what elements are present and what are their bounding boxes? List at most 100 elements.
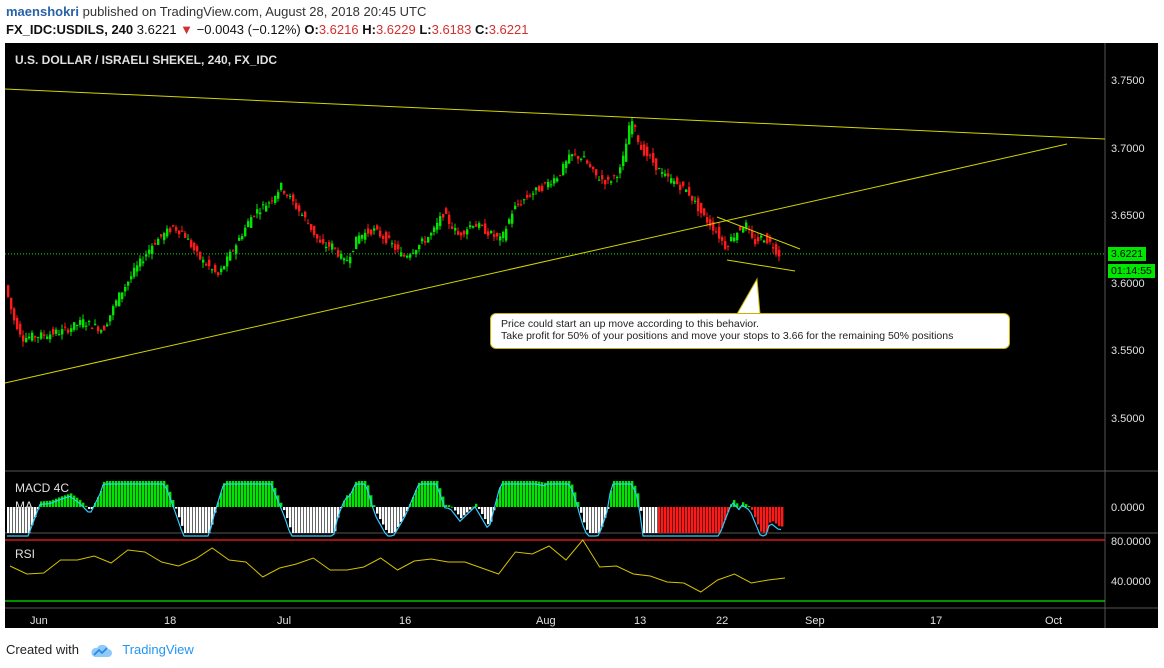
macd-bar [325,507,328,533]
candle-body [532,193,535,195]
macd-bar [448,505,451,507]
candle-body [400,252,403,257]
tradingview-link[interactable]: TradingView [122,642,194,657]
candle-body [100,330,103,333]
author-name[interactable]: maenshokri [6,4,79,19]
macd-bar [328,507,331,533]
candle-body [244,227,247,237]
candle-body [187,238,190,240]
macd-bar [556,481,559,507]
macd-bar [433,481,436,507]
macd-bar [106,481,109,507]
candle-body [652,153,655,163]
macd-bar [457,507,460,515]
macd-bar [301,507,304,533]
candle-body [403,254,406,257]
resistance-trendline [5,88,1106,140]
symbol-label: FX_IDC:USDILS, 240 [6,22,134,37]
close-value: 3.6221 [488,22,529,37]
candle-body [397,244,400,250]
macd-bar [565,481,568,507]
candle-body [421,238,424,242]
candle-body [634,125,637,127]
macd-bar [82,502,85,507]
candle-body [550,184,553,186]
macd-bar [178,507,181,518]
candles-layer [7,117,781,347]
candle-body [412,252,415,254]
candle-body [181,230,184,232]
candle-body [514,205,517,210]
candle-body [673,181,676,184]
candle-body [91,327,94,330]
macd-bar [718,507,721,533]
macd-bar [235,481,238,507]
candle-body [685,189,688,192]
macd-bar [661,507,664,533]
macd-bar [454,507,457,511]
macd-bar [379,507,382,520]
candle-body [589,164,592,168]
cloud-logo-icon [90,644,112,657]
candle-body [262,204,265,206]
created-with-text: Created with [6,642,79,657]
candle-body [7,285,10,297]
candle-body [409,254,412,258]
rsi-layer [5,539,1105,602]
macd-bar [538,481,541,507]
macd-bar [244,481,247,507]
macd-bar [184,507,187,533]
candle-body [451,226,454,229]
macd-bar [709,507,712,533]
macd-bar [496,498,499,507]
macd-bar [262,481,265,507]
macd-bar [67,494,70,507]
candle-body [463,230,466,235]
candle-body [232,250,235,252]
candle-body [727,246,730,248]
candle-body [64,326,67,328]
macd-bar [115,481,118,507]
candle-body [379,230,382,237]
macd-bar [523,481,526,507]
candle-body [304,211,307,218]
macd-bar [703,507,706,533]
candle-body [208,259,211,267]
candle-body [487,231,490,236]
candle-body [553,178,556,184]
candle-body [265,205,268,212]
candle-body [724,241,727,249]
macd-bar [280,502,283,507]
macd-bar [430,481,433,507]
candle-body [538,185,541,192]
macd-bar [403,507,406,517]
wedge-lower-line [726,259,796,272]
candle-body [475,224,478,227]
macd-bar [22,507,25,533]
candle-body [733,237,736,242]
macd-bar [658,507,661,533]
macd-bar [349,493,352,507]
candle-body [499,236,502,241]
candle-body [436,222,439,230]
candle-body [307,223,310,225]
macd-bar [103,481,106,507]
candle-body [13,308,16,321]
macd-bar [481,507,484,514]
macd-bar [343,500,346,507]
annotation-callout[interactable]: Price could start an up move according t… [490,313,1010,349]
macd-bar [112,481,115,507]
candle-body [583,156,586,158]
low-label: L: [419,22,432,37]
candle-body [697,198,700,212]
candle-body [124,286,127,292]
candle-body [490,230,493,234]
macd-bar [238,481,241,507]
candle-body [223,266,226,270]
chart-area[interactable]: U.S. DOLLAR / ISRAELI SHEKEL, 240, FX_ID… [5,43,1158,628]
candle-body [595,169,598,176]
high-value: 3.6229 [375,22,416,37]
candle-body [118,292,121,307]
candle-body [106,324,109,327]
candle-body [226,256,229,267]
